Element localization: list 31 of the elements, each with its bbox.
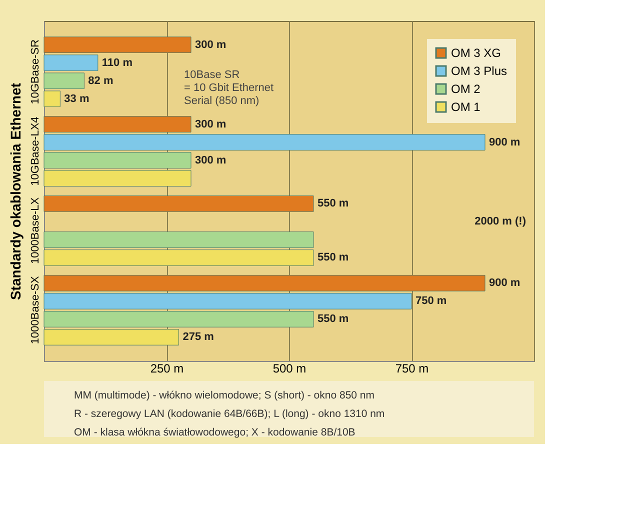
legend-label: OM 2 (451, 82, 481, 96)
annotation: 10Base SR = 10 Gbit Ethernet Serial (850 nm) (184, 69, 274, 107)
text: R - szeregowy LAN (kodowanie 64B/66B); L (long) - okno 1310 nm (74, 408, 385, 420)
x-tick-label: 750 m (395, 362, 429, 376)
x-tick-label: 500 m (272, 362, 306, 376)
data-label: 750 m (416, 295, 447, 308)
legend-label: OM 3 Plus (451, 64, 508, 78)
text: MM (multimode) - włókno wielomodowe; S (short) - okno 850 nm (74, 389, 375, 402)
y-tick-label: 1000Base-LX (30, 196, 42, 264)
data-label: 110 m (102, 56, 133, 69)
data-label: 550 m (318, 313, 349, 326)
x-tick-label: 250 m (150, 362, 184, 376)
y-tick-label: 10GBase-LX4 (30, 116, 42, 186)
y-tick-label: 1000Base-SX (30, 276, 42, 344)
data-label: 300 m (195, 118, 226, 130)
data-label: 275 m (182, 331, 214, 344)
data-label: 33 m (64, 92, 90, 105)
data-label: 550 m (318, 198, 349, 210)
data-label: 550 m (318, 252, 349, 264)
data-label: 300 m (195, 154, 226, 166)
bar (44, 196, 314, 212)
text: OM - klasa włókna światłowodowego; X - kodowanie 8B/10B (74, 426, 356, 439)
data-label: 900 m (489, 277, 520, 290)
data-label: 82 m (88, 74, 114, 87)
data-label: 300 m (195, 38, 226, 51)
data-label: 900 m (489, 136, 520, 148)
annotation: 2000 m (!) (474, 216, 526, 228)
y-tick-label: 10GBase-SR (30, 39, 42, 104)
legend-label: OM 1 (451, 100, 481, 114)
legend-label: OM 3 XG (451, 46, 502, 60)
y-axis-title: Standardy okablowania Ethernet (8, 82, 24, 300)
